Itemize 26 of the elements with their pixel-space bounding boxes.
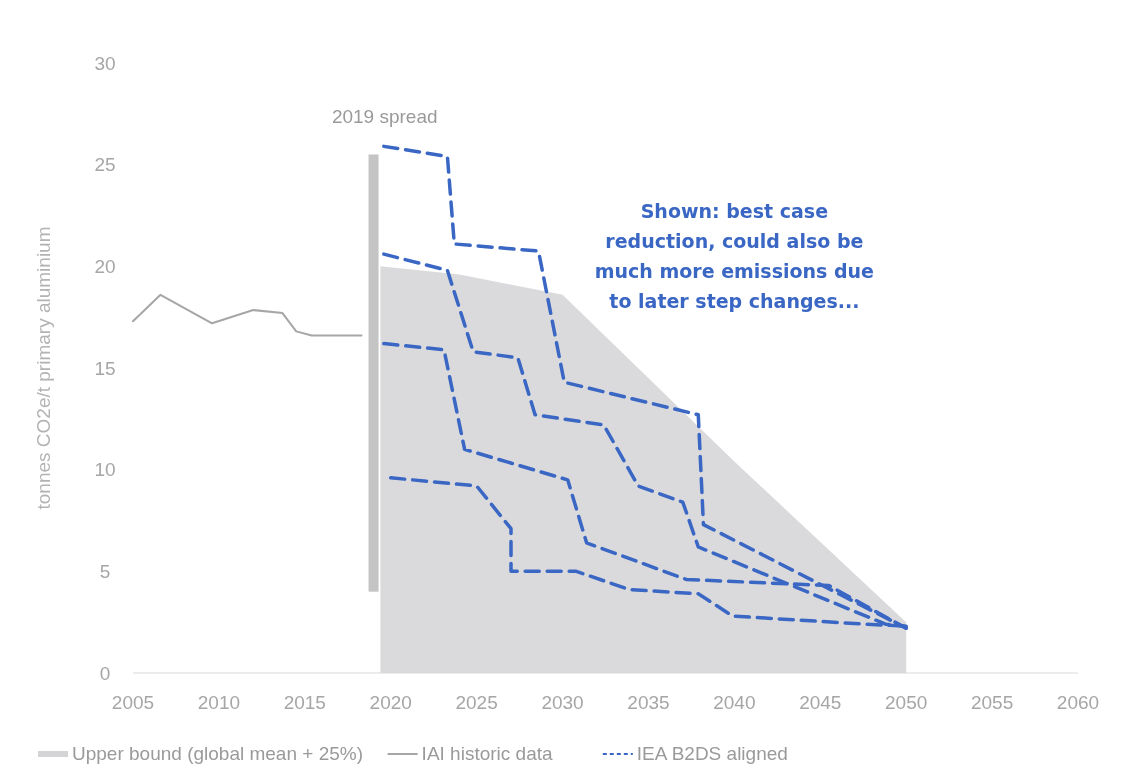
- legend-label: IEA B2DS aligned: [636, 743, 788, 764]
- x-tick-label: 2040: [713, 692, 756, 713]
- x-tick-label: 2010: [197, 692, 241, 713]
- x-tick-label: 2050: [885, 692, 928, 713]
- x-tick-label: 2055: [970, 692, 1014, 713]
- annotation: 2019 spread: [331, 105, 438, 127]
- x-tick-label: 2005: [111, 692, 155, 713]
- x-tick-label: 2060: [1056, 692, 1100, 713]
- annotation: Shown: best case reduction, could also be much more emissions due to later step changes...: [594, 199, 875, 312]
- y-tick-label: 15: [94, 357, 116, 379]
- y-tick-label: 25: [94, 154, 116, 176]
- x-tick-label: 2035: [627, 692, 670, 713]
- x-tick-label: 2015: [283, 692, 326, 713]
- legend-label: IAI historic data: [421, 743, 553, 764]
- line-series: [132, 293, 363, 337]
- x-tick-label: 2025: [455, 692, 498, 713]
- x-tick-label: 2020: [369, 692, 412, 713]
- x-tick-label: 2045: [799, 692, 842, 713]
- legend-label: Upper bound (global mean + 25%): [72, 743, 363, 764]
- y-tick-label: 30: [94, 52, 116, 74]
- y-tick-label: 10: [94, 459, 116, 481]
- y-tick-label: 0: [99, 662, 111, 684]
- x-tick-label: 2030: [541, 692, 584, 713]
- y-tick-label: 5: [99, 560, 111, 582]
- y-tick-label: 20: [94, 255, 116, 277]
- y-axis-title: tonnes CO2e/t primary aluminium: [33, 226, 54, 510]
